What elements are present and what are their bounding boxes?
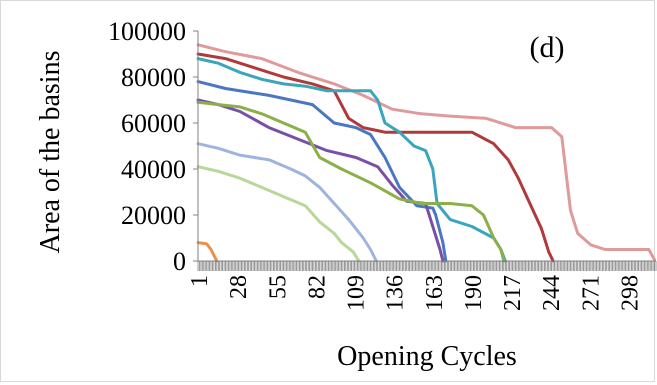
series-line-3 bbox=[196, 57, 507, 263]
x-tick-label: 190 bbox=[461, 275, 487, 311]
series-line-5 bbox=[196, 98, 445, 263]
x-tick-label: 82 bbox=[304, 275, 330, 299]
x-tick-label: 136 bbox=[383, 275, 409, 311]
series-line-6 bbox=[196, 100, 506, 263]
panel-label: (d) bbox=[530, 31, 565, 64]
x-tick-label: 1 bbox=[187, 275, 213, 287]
series-line-4 bbox=[196, 80, 448, 263]
y-tick-label: 40000 bbox=[121, 155, 186, 184]
y-tick-label: 0 bbox=[173, 247, 186, 276]
x-tick-label: 28 bbox=[226, 275, 252, 299]
x-tick-label: 217 bbox=[500, 275, 526, 311]
series-line-8 bbox=[196, 165, 361, 263]
series-layer bbox=[196, 43, 657, 263]
y-tick-label: 80000 bbox=[121, 63, 186, 92]
series-line-7 bbox=[196, 142, 378, 263]
series-line-1 bbox=[196, 43, 657, 262]
x-tick-label: 271 bbox=[578, 275, 604, 311]
x-tick-label: 163 bbox=[422, 275, 448, 311]
x-axis-label: Opening Cycles bbox=[337, 341, 517, 372]
y-tick-label: 100000 bbox=[108, 17, 186, 46]
x-tick-label: 55 bbox=[265, 275, 291, 299]
x-tick-label: 244 bbox=[539, 275, 565, 311]
x-tick-label: 109 bbox=[344, 275, 370, 311]
y-tick-label: 60000 bbox=[121, 109, 186, 138]
y-tick-label: 20000 bbox=[121, 201, 186, 230]
series-line-9 bbox=[196, 241, 219, 263]
series-line-2 bbox=[196, 52, 555, 263]
x-tick-label: 298 bbox=[617, 275, 643, 311]
x-tick-marks bbox=[197, 261, 657, 271]
y-axis-label: Area of the basins bbox=[35, 51, 66, 254]
y-tick-labels: 0 20000 40000 60000 80000 100000 bbox=[108, 17, 186, 276]
axis-layer bbox=[193, 30, 657, 271]
x-tick-labels: 1 28 55 82 109 136 163 190 217 244 271 298 bbox=[187, 275, 643, 311]
